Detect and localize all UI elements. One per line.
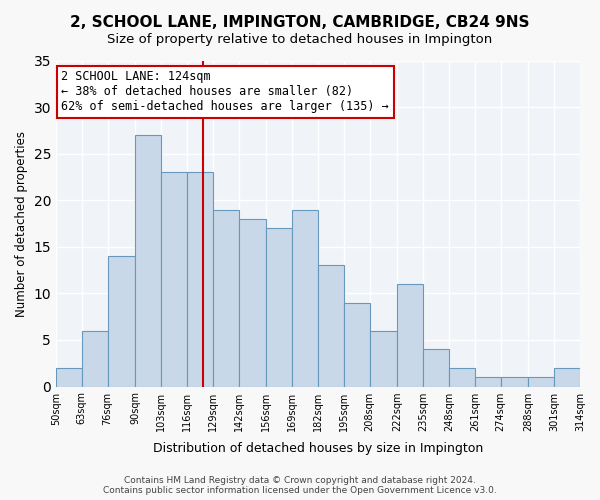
Text: 2 SCHOOL LANE: 124sqm
← 38% of detached houses are smaller (82)
62% of semi-deta: 2 SCHOOL LANE: 124sqm ← 38% of detached …	[61, 70, 389, 114]
Bar	[213, 210, 239, 386]
X-axis label: Distribution of detached houses by size in Impington: Distribution of detached houses by size …	[153, 442, 483, 455]
Bar	[500, 377, 529, 386]
Bar	[266, 228, 292, 386]
Bar	[292, 210, 318, 386]
Bar	[475, 377, 500, 386]
Bar	[529, 377, 554, 386]
Bar	[449, 368, 475, 386]
Bar	[56, 368, 82, 386]
Y-axis label: Number of detached properties: Number of detached properties	[15, 130, 28, 316]
Bar	[239, 219, 266, 386]
Bar	[107, 256, 136, 386]
Text: 2, SCHOOL LANE, IMPINGTON, CAMBRIDGE, CB24 9NS: 2, SCHOOL LANE, IMPINGTON, CAMBRIDGE, CB…	[70, 15, 530, 30]
Bar	[344, 302, 370, 386]
Bar	[82, 330, 107, 386]
Bar	[136, 135, 161, 386]
Bar	[397, 284, 423, 386]
Bar	[161, 172, 187, 386]
Text: Contains HM Land Registry data © Crown copyright and database right 2024.
Contai: Contains HM Land Registry data © Crown c…	[103, 476, 497, 495]
Bar	[187, 172, 213, 386]
Bar	[554, 368, 580, 386]
Text: Size of property relative to detached houses in Impington: Size of property relative to detached ho…	[107, 32, 493, 46]
Bar	[423, 350, 449, 387]
Bar	[370, 330, 397, 386]
Bar	[318, 266, 344, 386]
